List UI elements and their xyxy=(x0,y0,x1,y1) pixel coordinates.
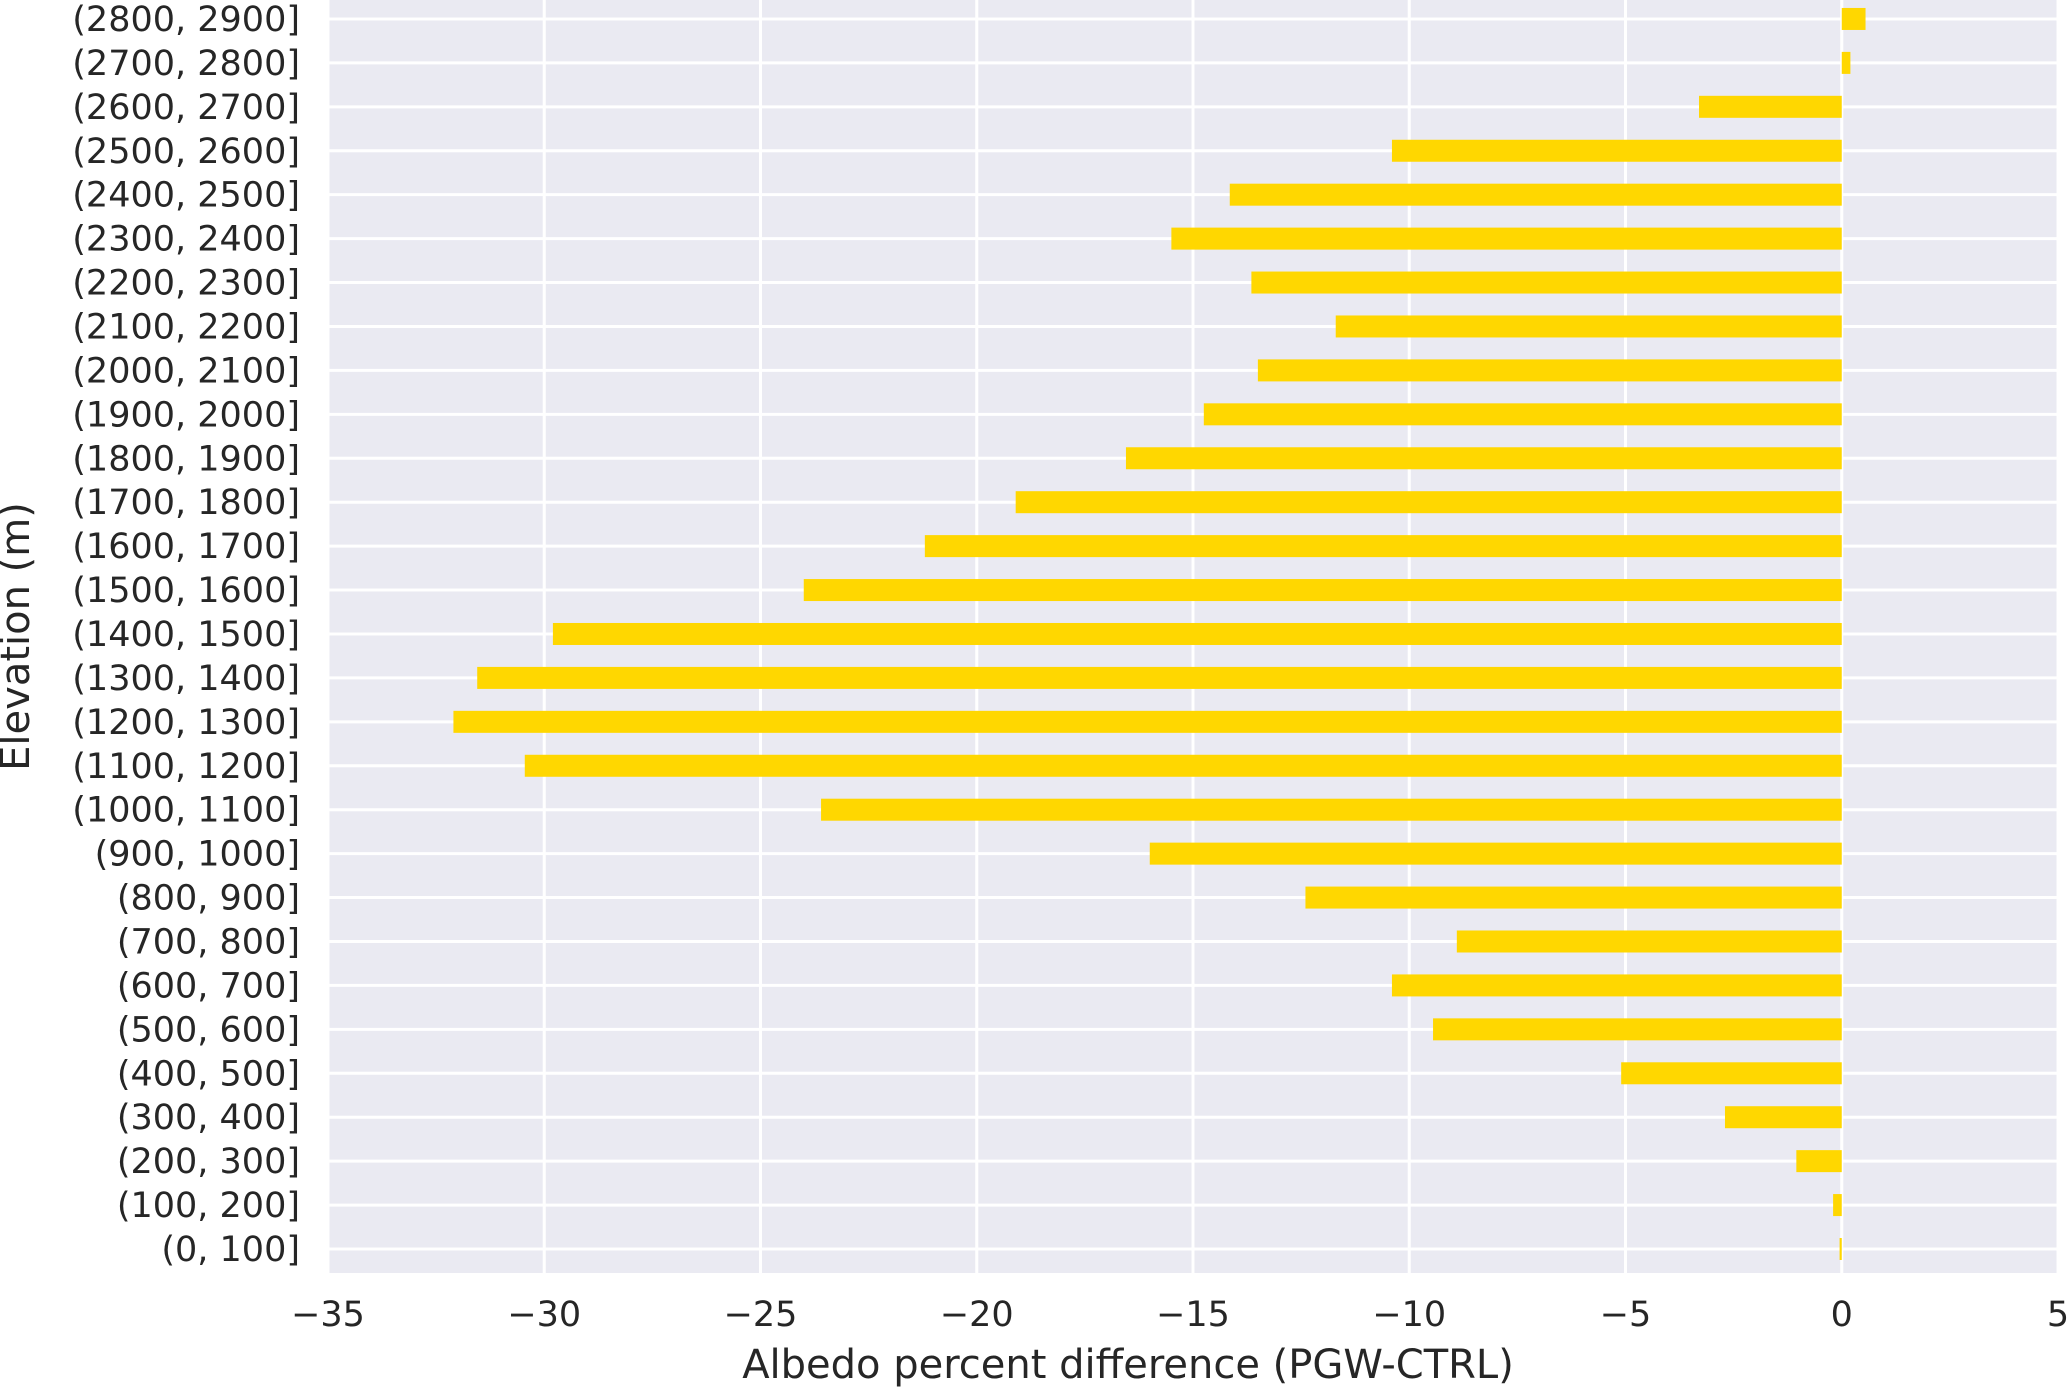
bars xyxy=(453,7,1866,1260)
bar xyxy=(1257,359,1842,382)
y-tick-label: (2800, 2900] xyxy=(72,0,300,40)
x-axis-label: Albedo percent difference (PGW-CTRL) xyxy=(742,1342,1514,1388)
bar xyxy=(524,754,1842,777)
bar xyxy=(1251,271,1842,294)
bar xyxy=(477,666,1842,689)
bar xyxy=(1724,1106,1842,1129)
bar xyxy=(1149,842,1842,865)
bar xyxy=(1433,1018,1842,1041)
x-tick-label: −5 xyxy=(1600,1295,1652,1335)
y-tick-label: (1900, 2000] xyxy=(72,395,300,435)
bar xyxy=(1391,139,1842,162)
bar xyxy=(821,798,1842,821)
x-tick-label: 0 xyxy=(1831,1295,1853,1335)
bar xyxy=(1841,7,1866,30)
y-tick-label: (2600, 2700] xyxy=(72,88,300,128)
y-tick-label: (2700, 2800] xyxy=(72,44,300,84)
bar xyxy=(1833,1194,1842,1217)
y-axis-label: Elevation (m) xyxy=(0,502,39,771)
y-tick-label: (800, 900] xyxy=(117,879,300,919)
x-tick-labels: −35 −30 −25 −20 −15 −10 −5 0 5 xyxy=(291,1295,2067,1335)
x-tick-label: −20 xyxy=(940,1295,1014,1335)
bar xyxy=(1203,403,1842,426)
x-tick-label: −10 xyxy=(1372,1295,1446,1335)
y-tick-label: (100, 200] xyxy=(117,1186,300,1226)
bar xyxy=(803,579,1842,602)
y-tick-label: (1000, 1100] xyxy=(72,791,300,831)
bar xyxy=(1841,51,1851,74)
y-tick-label: (200, 300] xyxy=(117,1142,300,1182)
y-tick-label: (1500, 1600] xyxy=(72,571,300,611)
bar xyxy=(924,535,1842,558)
y-tick-label: (1300, 1400] xyxy=(72,659,300,699)
y-tick-label: (2000, 2100] xyxy=(72,351,300,391)
y-tick-label: (2200, 2300] xyxy=(72,264,300,304)
y-tick-label: (1100, 1200] xyxy=(72,747,300,787)
y-tick-label: (300, 400] xyxy=(117,1098,300,1138)
y-tick-label: (2500, 2600] xyxy=(72,132,300,172)
y-tick-label: (1700, 1800] xyxy=(72,483,300,523)
bar xyxy=(1125,447,1842,470)
y-tick-label: (1400, 1500] xyxy=(72,615,300,655)
bar xyxy=(1391,974,1842,997)
x-tick-label: 5 xyxy=(2047,1295,2067,1335)
bar xyxy=(453,710,1842,733)
x-tick-label: −15 xyxy=(1156,1295,1230,1335)
y-tick-label: (0, 100] xyxy=(161,1230,300,1270)
y-tick-label: (1800, 1900] xyxy=(72,439,300,479)
bar xyxy=(1305,886,1842,909)
bar xyxy=(1621,1062,1842,1085)
bar xyxy=(1171,227,1842,250)
y-tick-label: (400, 500] xyxy=(117,1054,300,1094)
bar xyxy=(1699,95,1842,118)
y-tick-label: (500, 600] xyxy=(117,1010,300,1050)
bar xyxy=(1456,930,1842,953)
bar xyxy=(552,622,1842,645)
x-tick-label: −25 xyxy=(724,1295,798,1335)
y-tick-label: (2300, 2400] xyxy=(72,220,300,260)
y-tick-labels: (0, 100](100, 200](200, 300](300, 400](4… xyxy=(72,0,300,1270)
bar xyxy=(1335,315,1842,338)
bar xyxy=(1839,1238,1842,1260)
y-tick-label: (1600, 1700] xyxy=(72,527,300,567)
y-tick-label: (700, 800] xyxy=(117,922,300,962)
y-tick-label: (600, 700] xyxy=(117,966,300,1006)
bar xyxy=(1796,1150,1842,1173)
y-tick-label: (2100, 2200] xyxy=(72,307,300,347)
y-tick-label: (900, 1000] xyxy=(95,835,300,875)
y-tick-label: (2400, 2500] xyxy=(72,176,300,216)
bar xyxy=(1015,491,1842,514)
x-tick-label: −35 xyxy=(291,1295,365,1335)
x-tick-label: −30 xyxy=(507,1295,581,1335)
bar xyxy=(1229,183,1842,206)
y-tick-label: (1200, 1300] xyxy=(72,703,300,743)
